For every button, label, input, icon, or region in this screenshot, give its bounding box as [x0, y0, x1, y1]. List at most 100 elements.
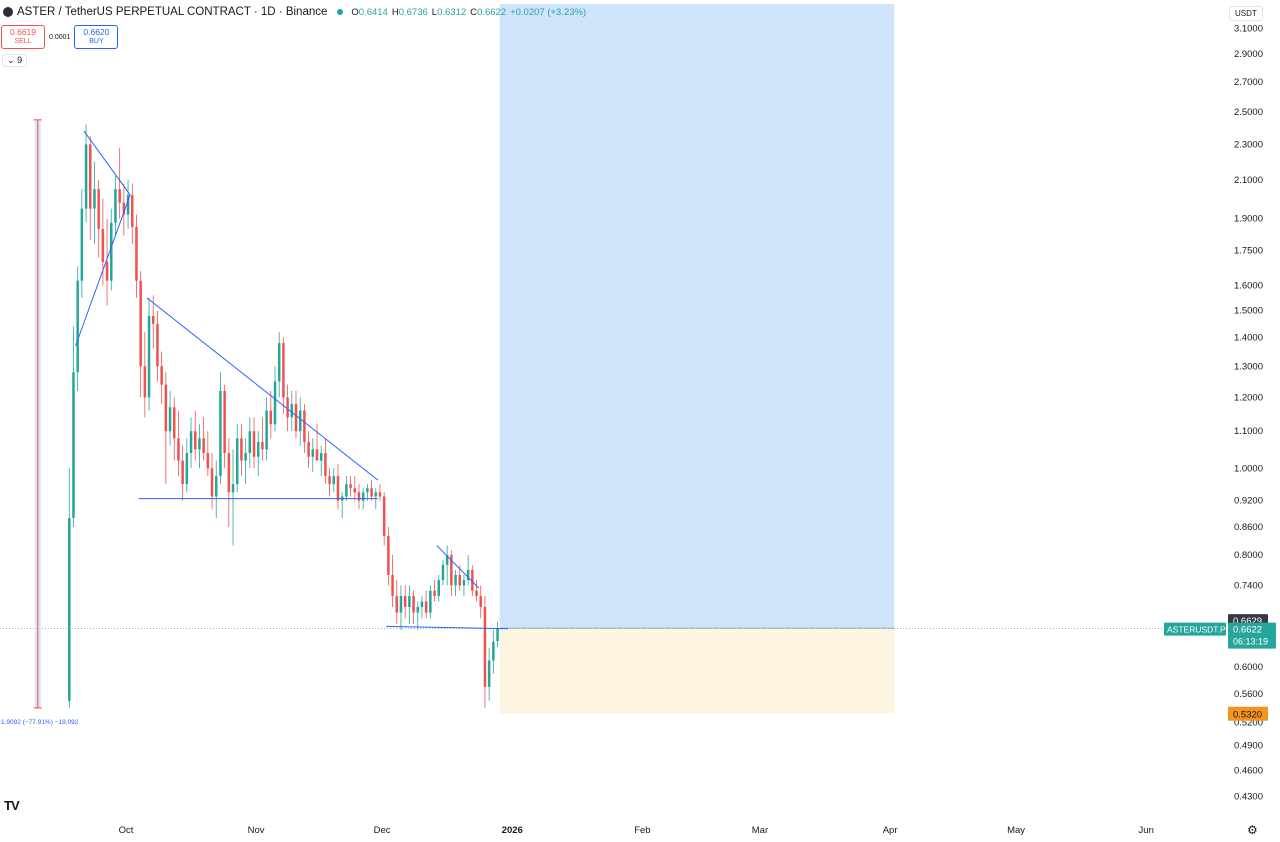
tradingview-logo[interactable]: TV: [4, 798, 20, 813]
candle-body[interactable]: [403, 596, 407, 607]
indicators-toggle[interactable]: ⌄ 9: [2, 54, 28, 67]
candle-body[interactable]: [441, 564, 445, 581]
gear-icon[interactable]: ⚙: [1247, 823, 1258, 837]
trendline-1[interactable]: [83, 130, 131, 196]
candle-body[interactable]: [374, 492, 378, 497]
candle-body[interactable]: [80, 208, 84, 281]
candle-body[interactable]: [454, 575, 457, 586]
candle-body[interactable]: [84, 144, 88, 209]
candle-body[interactable]: [202, 438, 205, 454]
candle-body[interactable]: [151, 315, 155, 324]
candle-body[interactable]: [261, 441, 264, 450]
candle-body[interactable]: [298, 410, 302, 432]
candle-body[interactable]: [252, 431, 256, 457]
candle-body[interactable]: [122, 202, 126, 215]
candle-body[interactable]: [458, 575, 462, 586]
candle-body[interactable]: [483, 606, 487, 687]
trendline-6[interactable]: [386, 625, 509, 630]
candle-body[interactable]: [126, 194, 130, 215]
candle-body[interactable]: [269, 410, 273, 425]
stop-zone[interactable]: [499, 628, 895, 714]
candle-body[interactable]: [294, 403, 298, 432]
candle-body[interactable]: [273, 381, 277, 425]
candle-body[interactable]: [319, 453, 323, 461]
candle-body[interactable]: [496, 628, 499, 641]
candle-body[interactable]: [89, 144, 92, 209]
candle-body[interactable]: [370, 488, 373, 497]
candle-body[interactable]: [185, 453, 189, 485]
candle-body[interactable]: [353, 488, 357, 493]
candle-body[interactable]: [424, 601, 428, 613]
candle-body[interactable]: [118, 189, 121, 203]
candle-body[interactable]: [290, 403, 294, 418]
candle-body[interactable]: [156, 323, 159, 367]
candle-body[interactable]: [328, 476, 331, 485]
candle-body[interactable]: [466, 569, 470, 581]
candle-body[interactable]: [193, 431, 197, 450]
candle-body[interactable]: [177, 438, 180, 461]
candle-body[interactable]: [265, 410, 268, 450]
candle-body[interactable]: [479, 596, 483, 607]
candle-body[interactable]: [433, 590, 436, 597]
candle-body[interactable]: [72, 372, 75, 518]
candle-body[interactable]: [93, 189, 96, 209]
candle-body[interactable]: [143, 366, 147, 398]
trendline-2[interactable]: [75, 194, 131, 347]
candle-body[interactable]: [307, 441, 310, 457]
candle-body[interactable]: [214, 476, 218, 497]
candle-body[interactable]: [420, 601, 424, 607]
target-zone[interactable]: [499, 4, 895, 629]
candle-body[interactable]: [391, 575, 394, 597]
candle-body[interactable]: [324, 453, 327, 477]
candle-body[interactable]: [101, 229, 105, 262]
symbol-tag[interactable]: [1164, 622, 1226, 636]
candle-body[interactable]: [282, 343, 285, 398]
candle-body[interactable]: [110, 222, 113, 281]
candle-body[interactable]: [227, 453, 231, 493]
candle-body[interactable]: [210, 468, 214, 497]
candle-body[interactable]: [223, 390, 226, 454]
buy-button[interactable]: 0.6620 BUY: [74, 25, 119, 49]
candle-body[interactable]: [164, 384, 168, 432]
candle-body[interactable]: [416, 606, 420, 613]
candle-body[interactable]: [139, 280, 142, 367]
candle-body[interactable]: [244, 453, 247, 461]
candle-body[interactable]: [235, 438, 239, 485]
candle-body[interactable]: [231, 484, 235, 493]
candle-body[interactable]: [105, 261, 109, 281]
candle-body[interactable]: [311, 449, 315, 457]
trendline-3[interactable]: [146, 297, 379, 481]
candle-body[interactable]: [387, 536, 390, 576]
candle-body[interactable]: [382, 496, 386, 537]
sell-button[interactable]: 0.6619 SELL: [1, 25, 45, 49]
candle-body[interactable]: [475, 590, 478, 597]
candle-body[interactable]: [349, 484, 352, 489]
candle-body[interactable]: [336, 476, 340, 501]
candle-body[interactable]: [256, 441, 260, 457]
candle-body[interactable]: [437, 580, 441, 597]
candle-body[interactable]: [277, 343, 281, 382]
candle-body[interactable]: [332, 476, 336, 485]
candle-body[interactable]: [286, 397, 289, 418]
candle-body[interactable]: [198, 438, 201, 450]
candle-body[interactable]: [114, 189, 117, 223]
candle-body[interactable]: [357, 492, 361, 501]
candle-body[interactable]: [366, 488, 369, 493]
candle-body[interactable]: [345, 484, 348, 497]
candle-body[interactable]: [361, 492, 365, 501]
trendline-5[interactable]: [436, 545, 479, 589]
candle-body[interactable]: [315, 449, 319, 461]
candle-body[interactable]: [130, 194, 134, 227]
candle-body[interactable]: [450, 555, 453, 586]
candle-body[interactable]: [471, 569, 474, 591]
candle-body[interactable]: [181, 460, 184, 485]
candle-body[interactable]: [219, 390, 222, 477]
candle-body[interactable]: [445, 555, 449, 565]
candle-body[interactable]: [68, 517, 71, 701]
candle-body[interactable]: [492, 641, 495, 661]
candle-body[interactable]: [303, 410, 306, 442]
candle-body[interactable]: [429, 590, 432, 613]
candle-body[interactable]: [248, 431, 252, 454]
candle-body[interactable]: [395, 596, 399, 613]
